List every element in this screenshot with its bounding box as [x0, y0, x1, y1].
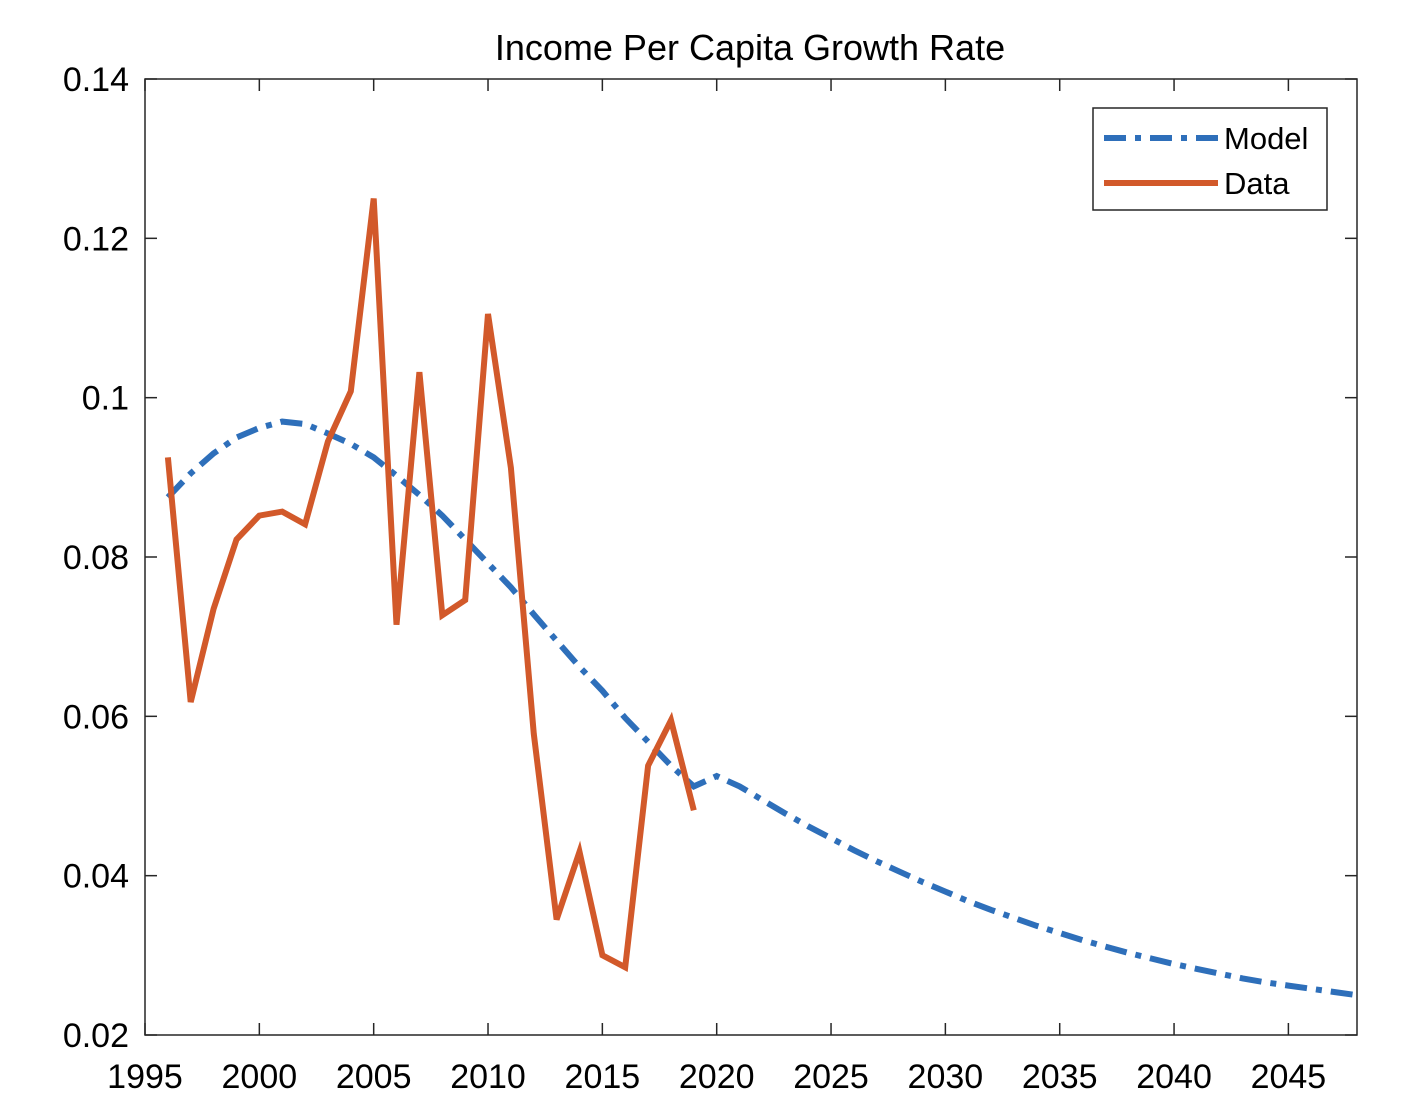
x-tick-label: 1995: [107, 1058, 183, 1096]
x-tick-label: 2030: [908, 1058, 984, 1096]
legend: Model Data: [1092, 107, 1328, 211]
x-tick-label: 2025: [793, 1058, 869, 1096]
y-tick-label: 0.02: [63, 1017, 129, 1055]
legend-box: [1092, 107, 1328, 211]
series-line-model: [165, 418, 1358, 999]
y-tick-label: 0.1: [82, 380, 129, 418]
y-tick-label: 0.14: [63, 61, 129, 99]
series-line-data: [164, 198, 697, 972]
y-tick-label: 0.06: [63, 698, 129, 736]
y-tick-label: 0.12: [63, 220, 129, 258]
x-tick-label: 2005: [336, 1058, 412, 1096]
x-tick-label: 2010: [450, 1058, 526, 1096]
legend-data-label: Data: [1224, 166, 1290, 201]
x-axis: 1995 2000 2005 2010 2015 2020 2025 2030 2035 2040…: [107, 79, 1326, 1096]
x-tick-label: 2015: [565, 1058, 641, 1096]
y-tick-label: 0.08: [63, 539, 129, 577]
plot-area: [164, 198, 1358, 999]
chart-title: Income Per Capita Growth Rate: [495, 27, 1005, 68]
x-tick-label: 2000: [222, 1058, 298, 1096]
x-tick-label: 2045: [1251, 1058, 1327, 1096]
y-tick-label: 0.04: [63, 858, 129, 896]
x-tick-label: 2020: [679, 1058, 755, 1096]
x-tick-label: 2035: [1022, 1058, 1098, 1096]
legend-model-label: Model: [1224, 121, 1308, 156]
plot-frame: [144, 78, 1358, 1036]
x-tick-label: 2040: [1136, 1058, 1212, 1096]
